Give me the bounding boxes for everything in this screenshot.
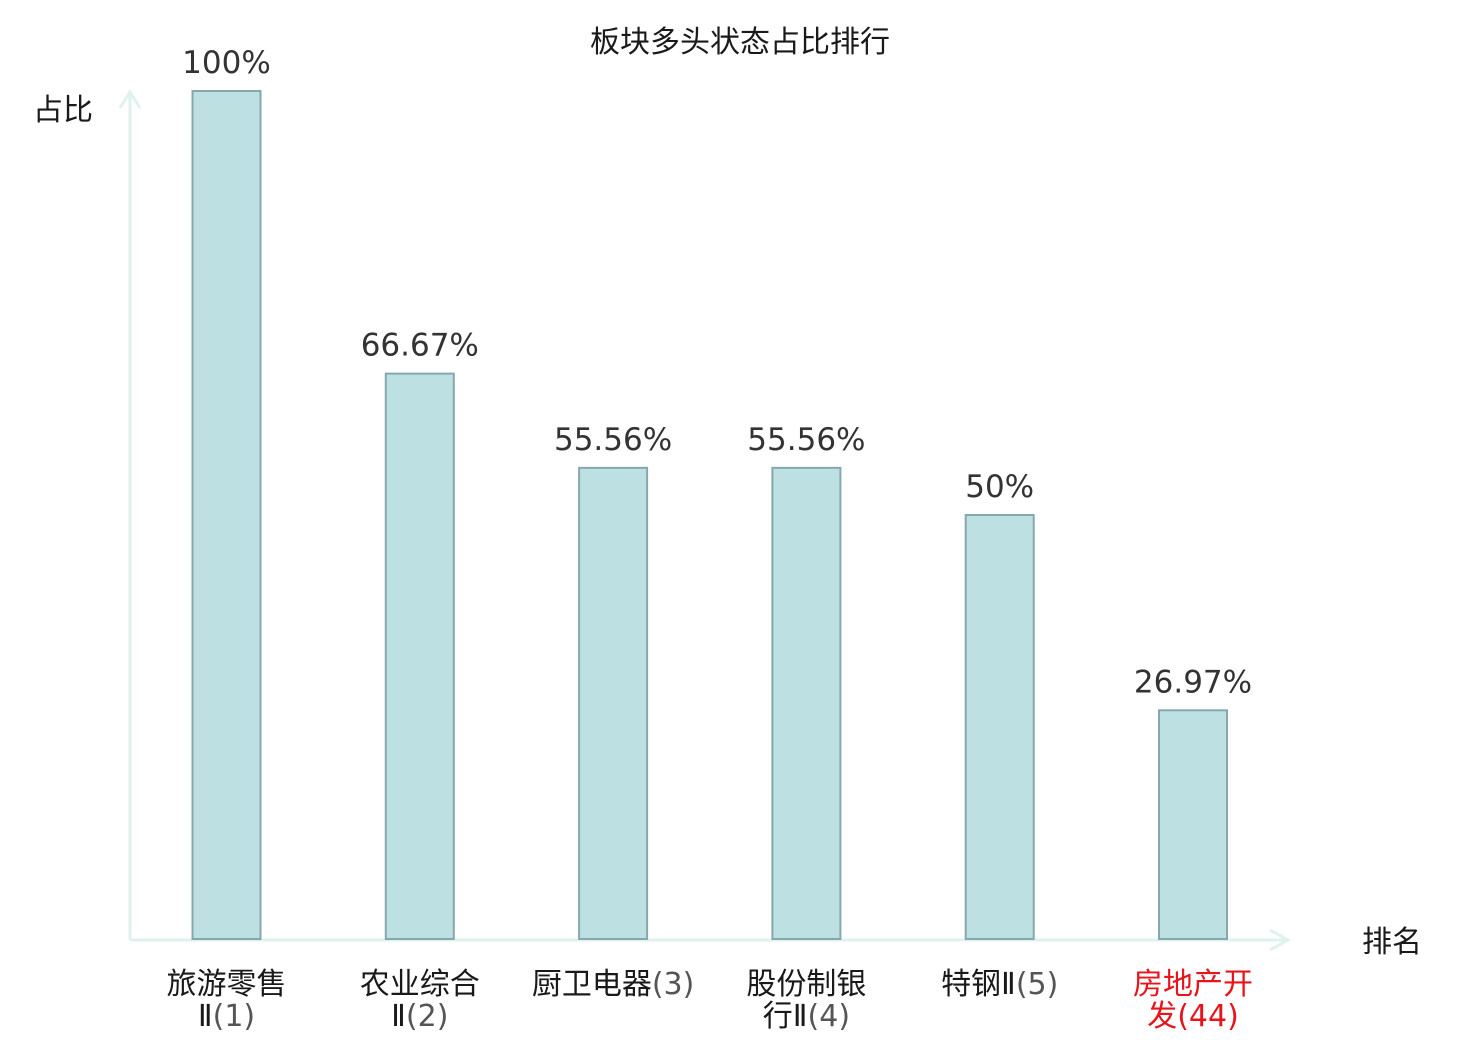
category-rank-part: (4) (808, 999, 851, 1034)
bar-3 (578, 466, 649, 940)
category-label-2: 农业综合 Ⅱ(2) (360, 967, 480, 1034)
x-axis-label: 排名 (1362, 925, 1422, 960)
category-label-6: 房地产开发(44) (1133, 967, 1253, 1034)
category-name-part: 特钢Ⅱ (941, 967, 1016, 1002)
category-label-4: 股份制银行Ⅱ(4) (746, 967, 866, 1034)
category-label-line: Ⅱ(2) (391, 999, 448, 1034)
category-label-line: Ⅱ(1) (198, 999, 255, 1034)
category-rank-part: (44) (1177, 999, 1239, 1034)
category-name-part: 厨卫电器 (532, 967, 652, 1002)
bar-4 (771, 466, 842, 940)
category-label-1: 旅游零售 Ⅱ(1) (167, 967, 287, 1034)
category-rank-part: (1) (213, 999, 256, 1034)
category-name-part: 发 (1147, 999, 1177, 1034)
category-label-line: 旅游零售 (167, 967, 287, 1002)
category-name-part: 行Ⅱ (763, 999, 808, 1034)
bar-value-label-1: 100% (182, 45, 271, 81)
bar-value-label-4: 55.56% (747, 422, 865, 458)
bar-1 (191, 90, 262, 940)
value-labels-group: 100% 66.67% 55.56% 55.56% 50% 26.97% (182, 45, 1252, 700)
category-name-part: 旅游零售 (167, 967, 287, 1002)
category-label-line: 发(44) (1147, 999, 1239, 1034)
category-rank-part: (5) (1016, 967, 1058, 1002)
x-axis (130, 928, 1292, 952)
category-labels-group: 旅游零售 Ⅱ(1)农业综合 Ⅱ(2)厨卫电器(3) 股份制银行Ⅱ(4)特钢Ⅱ(5) 房地… (167, 967, 1254, 1034)
bar-value-label-2: 66.67% (361, 328, 479, 364)
bar-2 (384, 372, 455, 940)
category-name-part: 房地产开 (1133, 967, 1253, 1002)
category-name-part: 股份制银 (746, 967, 866, 1002)
bar-5 (964, 514, 1035, 940)
category-label-line: 特钢Ⅱ(5) (941, 967, 1058, 1002)
category-label-5: 特钢Ⅱ(5) (941, 967, 1058, 1002)
y-axis-label: 占比 (33, 93, 93, 128)
bar-value-label-6: 26.97% (1134, 664, 1252, 700)
category-label-3: 厨卫电器(3) (532, 967, 695, 1002)
category-label-line: 厨卫电器(3) (532, 967, 695, 1002)
category-label-line: 农业综合 (360, 967, 480, 1002)
y-axis (118, 89, 142, 940)
bars-group (191, 90, 1228, 940)
category-name-part: 农业综合 (360, 967, 480, 1002)
bar-value-label-3: 55.56% (554, 422, 672, 458)
category-label-line: 股份制银 (746, 967, 866, 1002)
chart-title: 板块多头状态占比排行 (590, 25, 890, 60)
bar-value-label-5: 50% (965, 469, 1034, 505)
category-name-part: Ⅱ (391, 999, 406, 1034)
category-label-line: 房地产开 (1133, 967, 1253, 1002)
category-rank-part: (3) (652, 967, 695, 1002)
category-name-part: Ⅱ (198, 999, 213, 1034)
category-rank-part: (2) (406, 999, 449, 1034)
bar-6 (1158, 709, 1228, 940)
category-label-line: 行Ⅱ(4) (763, 999, 850, 1034)
